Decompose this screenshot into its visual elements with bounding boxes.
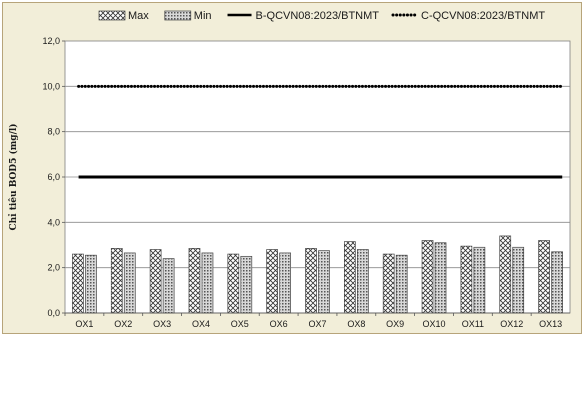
bar-max-ox9: [382, 253, 395, 314]
legend-label-max: Max: [128, 10, 149, 22]
x-tick-label: OX10: [423, 319, 446, 329]
x-tick-label: OX12: [500, 319, 523, 329]
bar-min-ox8: [356, 249, 369, 314]
y-tick-label: 4,0: [47, 217, 60, 227]
bar-max-ox11: [460, 245, 473, 314]
y-tick-label: 6,0: [47, 172, 60, 182]
bar-min-ox12: [512, 246, 525, 314]
y-tick-label: 2,0: [47, 263, 60, 273]
x-tick-label: OX1: [75, 319, 93, 329]
x-tick-label: OX9: [386, 319, 404, 329]
bar-max-ox7: [305, 248, 317, 314]
legend-swatch-min: [164, 10, 192, 21]
bar-max-ox2: [110, 248, 123, 314]
bar-max-ox8: [343, 241, 356, 314]
legend-label-c-qcvn08: C-QCVN08:2023/BTNMT: [421, 10, 545, 22]
bod5-chart: 0,0 2,0 4,0 6,0 8,0 10,0 12,0 Chỉ tiêu BOD5 (mg…: [8, 10, 571, 329]
y-tick-label: 10,0: [42, 81, 60, 91]
bar-min-ox11: [473, 246, 486, 314]
bar-min-ox9: [395, 254, 408, 314]
legend-swatch-max: [98, 10, 126, 21]
y-tick-label: 8,0: [47, 127, 60, 137]
bar-max-ox5: [227, 253, 240, 314]
legend-label-min: Min: [194, 10, 212, 22]
bar-min-ox6: [279, 252, 292, 314]
y-tick-label: 12,0: [42, 36, 60, 46]
y-tick-label: 0,0: [47, 308, 60, 318]
legend-label-b-qcvn08: B-QCVN08:2023/BTNMT: [256, 10, 380, 22]
x-tick-label: OX3: [153, 319, 171, 329]
bar-min-ox10: [434, 242, 447, 314]
bar-min-ox13: [551, 251, 563, 314]
bar-max-ox1: [72, 253, 84, 314]
x-tick-label: OX6: [270, 319, 288, 329]
bar-min-ox2: [123, 252, 136, 314]
x-tick-label: OX2: [114, 319, 132, 329]
bar-min-ox5: [240, 255, 253, 314]
x-tick-label: OX13: [539, 319, 562, 329]
bar-max-ox3: [149, 249, 162, 314]
bar-max-ox12: [499, 235, 512, 314]
bar-min-ox4: [201, 252, 214, 314]
bar-max-ox6: [266, 249, 279, 314]
x-tick-label: OX5: [231, 319, 249, 329]
y-axis-label: Chỉ tiêu BOD5 (mg/l): [8, 123, 19, 230]
bar-max-ox10: [421, 240, 434, 314]
x-tick-label: OX7: [308, 319, 326, 329]
x-tick-label: OX4: [192, 319, 210, 329]
bar-max-ox4: [188, 248, 201, 314]
bar-min-ox3: [162, 258, 175, 314]
chart-frame: 0,0 2,0 4,0 6,0 8,0 10,0 12,0 Chỉ tiêu BOD5 (mg…: [2, 2, 582, 334]
bar-min-ox1: [85, 254, 97, 314]
bar-min-ox7: [318, 250, 330, 314]
x-tick-label: OX11: [462, 319, 484, 329]
x-tick-label: OX8: [347, 319, 365, 329]
bar-max-ox13: [538, 240, 550, 314]
